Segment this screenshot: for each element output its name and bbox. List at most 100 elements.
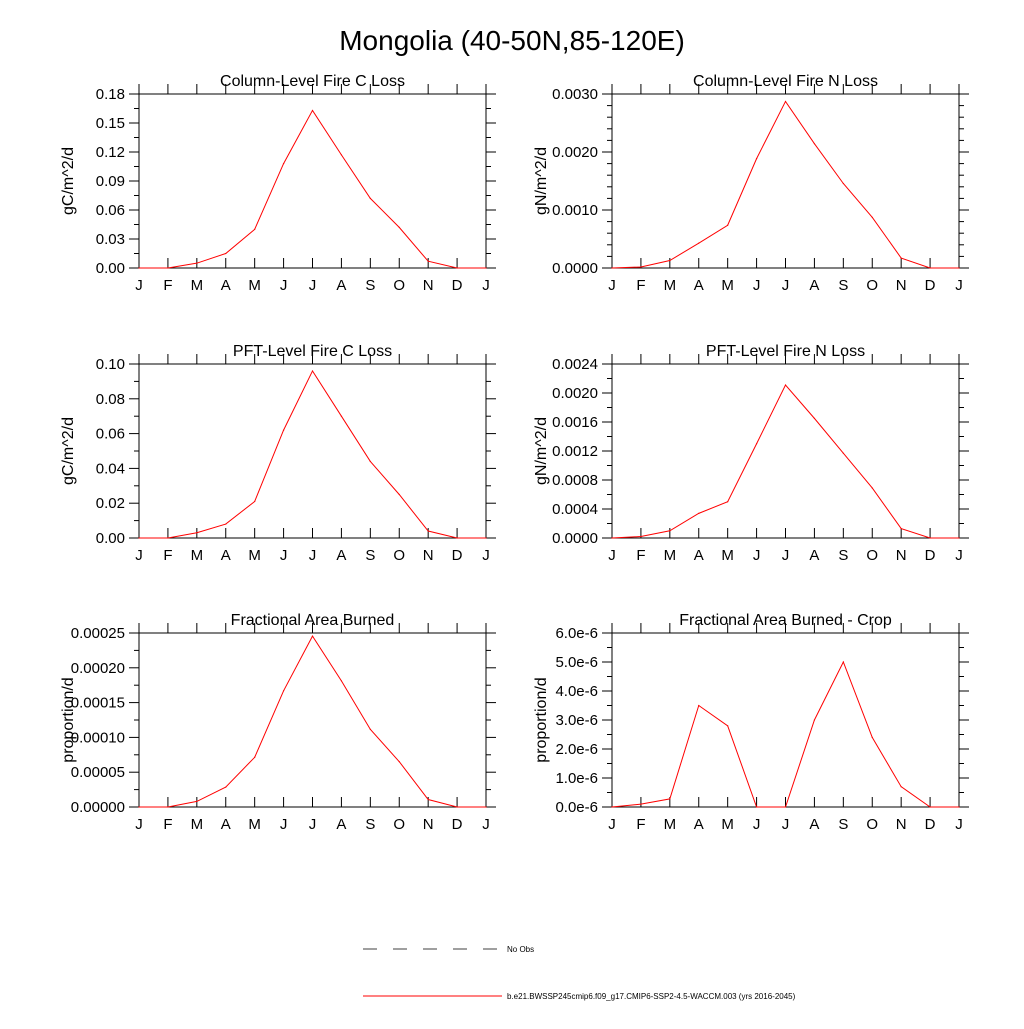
y-tick-label: 0.18: [96, 86, 125, 103]
data-point: [611, 806, 613, 808]
x-tick-label: A: [336, 547, 346, 564]
x-tick-label: D: [925, 547, 936, 564]
data-point: [958, 537, 960, 539]
y-tick-label: 0.06: [96, 426, 125, 443]
legend: No Obs b.e21.BWSSP245cmip6.f09_g17.CMIP6…: [363, 945, 796, 1001]
plot-frame: [138, 363, 487, 539]
x-tick-label: A: [694, 816, 704, 833]
x-tick-label: J: [280, 547, 288, 564]
y-axis-label: proportion/d: [533, 677, 550, 762]
x-tick-label: J: [482, 547, 490, 564]
y-tick-label: 0.0e-6: [555, 799, 598, 816]
data-point: [311, 370, 314, 372]
x-tick-label: F: [163, 816, 172, 833]
x-tick-label: M: [191, 277, 204, 294]
y-tick-label: 0.0010: [552, 202, 598, 219]
x-tick-label: J: [955, 547, 963, 564]
series-line: [611, 100, 959, 269]
series-line: [139, 369, 486, 539]
page-title: Mongolia (40-50N,85-120E): [339, 25, 685, 56]
plot-frame: [611, 632, 960, 808]
y-tick-label: 0.0030: [552, 86, 598, 103]
x-tick-label: A: [221, 816, 231, 833]
y-tick-label: 0.0024: [552, 356, 598, 373]
data-point: [727, 224, 729, 226]
x-tick-label: J: [753, 547, 761, 564]
y-tick-label: 4.0e-6: [555, 683, 598, 700]
data-point: [640, 535, 642, 538]
data-point: [254, 228, 256, 230]
data-point: [813, 417, 816, 419]
x-tick-label: O: [393, 547, 405, 564]
x-tick-label: M: [664, 277, 677, 294]
data-point: [813, 719, 816, 721]
data-point: [784, 806, 787, 808]
data-point: [138, 537, 140, 539]
data-point: [456, 537, 458, 539]
x-tick-label: J: [608, 816, 616, 833]
x-tick-label: S: [365, 816, 375, 833]
x-tick-label: N: [896, 277, 907, 294]
data-point: [698, 704, 700, 707]
x-tick-label: J: [608, 277, 616, 294]
data-point: [784, 100, 787, 103]
y-tick-label: 0.00: [96, 530, 125, 547]
x-tick-label: J: [135, 277, 143, 294]
x-tick-label: A: [809, 277, 819, 294]
x-tick-label: S: [365, 277, 375, 294]
data-point: [842, 661, 844, 663]
data-point: [871, 487, 873, 489]
x-tick-label: J: [753, 277, 761, 294]
y-tick-label: 0.0016: [552, 414, 598, 431]
data-point: [138, 806, 140, 808]
x-tick-label: A: [809, 816, 819, 833]
data-point: [196, 532, 198, 534]
x-tick-label: M: [721, 816, 734, 833]
x-tick-label: N: [896, 547, 907, 564]
x-tick-label: J: [955, 277, 963, 294]
plot-frame: [611, 363, 960, 539]
x-tick-label: M: [721, 277, 734, 294]
y-tick-label: 0.04: [96, 460, 125, 477]
y-tick-label: 0.12: [96, 144, 125, 161]
data-point: [485, 267, 487, 269]
data-point: [282, 163, 285, 165]
data-point: [900, 786, 902, 788]
x-tick-label: O: [866, 816, 878, 833]
data-point: [282, 429, 285, 431]
data-point: [167, 267, 169, 269]
data-point: [427, 530, 429, 532]
x-tick-label: J: [309, 816, 317, 833]
data-point: [813, 143, 816, 145]
data-point: [727, 501, 729, 503]
y-tick-label: 5.0e-6: [555, 654, 598, 671]
data-point: [755, 806, 758, 808]
chart-title: Column-Level Fire N Loss: [693, 73, 878, 90]
x-tick-label: A: [694, 547, 704, 564]
data-point: [755, 443, 758, 445]
y-axis-label: proportion/d: [60, 677, 77, 762]
data-point: [398, 493, 400, 496]
data-point: [225, 523, 227, 525]
x-tick-label: O: [393, 277, 405, 294]
y-tick-label: 3.0e-6: [555, 712, 598, 729]
y-tick-label: 0.00010: [71, 729, 125, 746]
data-point: [871, 216, 873, 218]
x-tick-label: J: [280, 816, 288, 833]
data-point: [398, 761, 400, 763]
x-tick-label: O: [866, 547, 878, 564]
x-tick-label: J: [135, 816, 143, 833]
chart-title: PFT-Level Fire C Loss: [233, 343, 392, 360]
data-point: [282, 690, 285, 692]
y-axis-label: gC/m^2/d: [60, 147, 77, 215]
data-point: [340, 154, 343, 156]
y-tick-label: 0.0020: [552, 385, 598, 402]
x-tick-label: J: [608, 547, 616, 564]
x-tick-label: J: [135, 547, 143, 564]
y-tick-label: 0.10: [96, 356, 125, 373]
data-point: [755, 158, 758, 160]
chart-title: Column-Level Fire C Loss: [220, 73, 405, 90]
legend-obs-label: No Obs: [507, 945, 534, 954]
